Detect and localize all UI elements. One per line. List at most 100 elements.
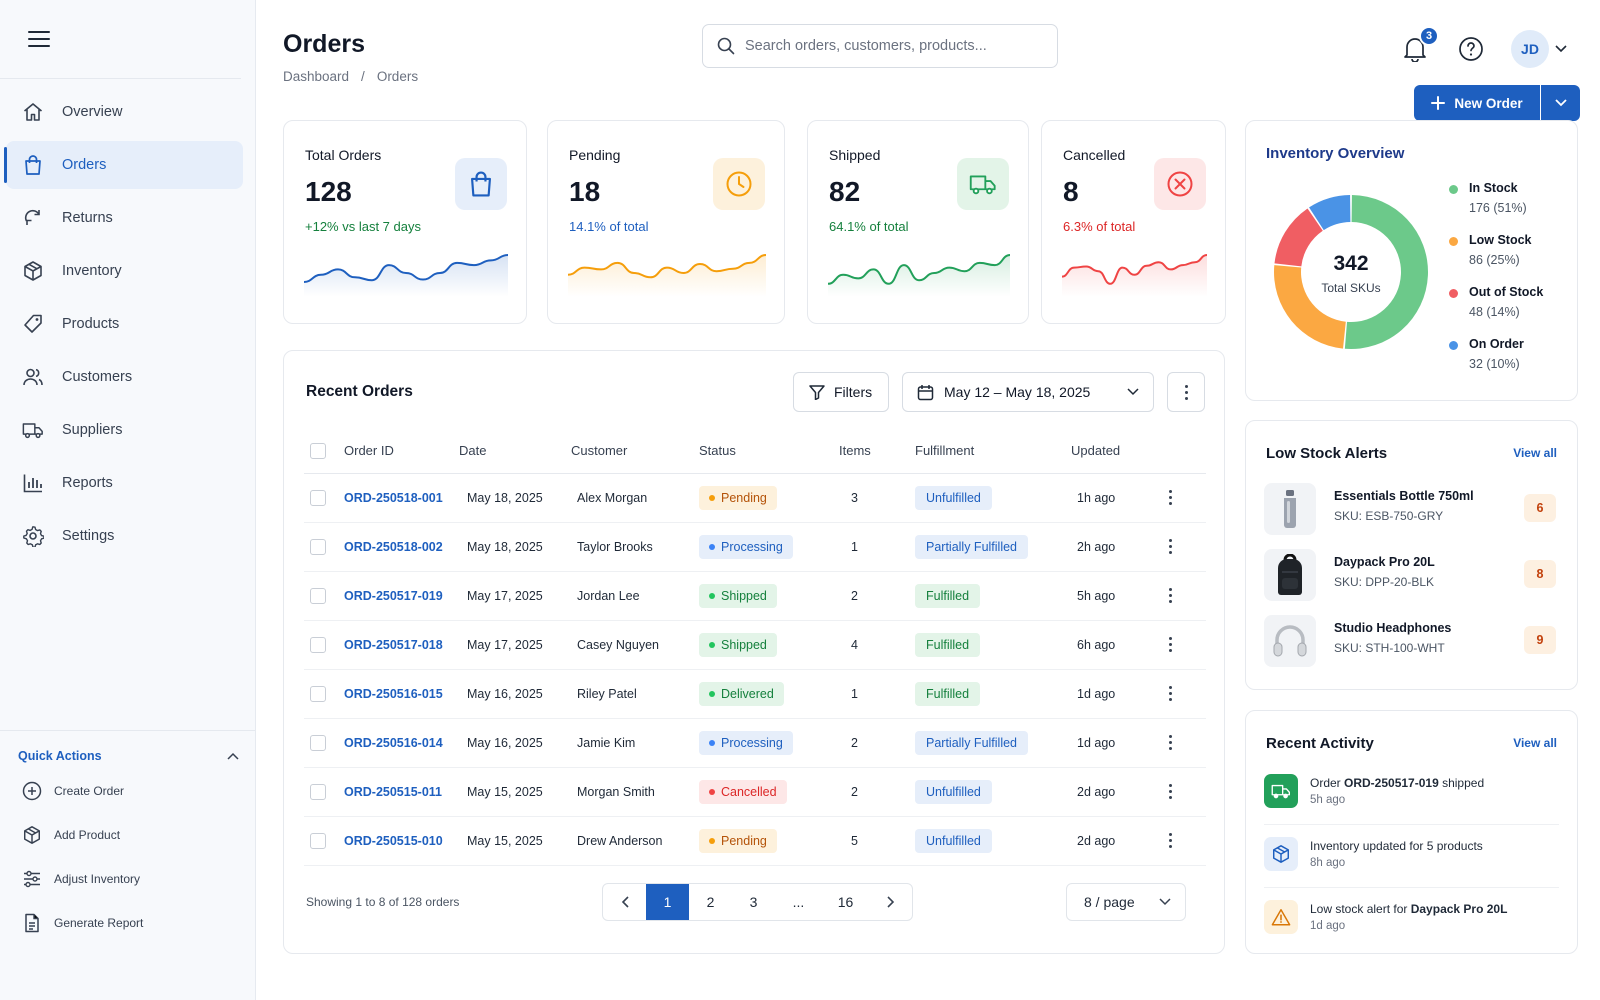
col-status[interactable]: Status bbox=[699, 429, 839, 474]
sidebar-item-overview[interactable]: Overview bbox=[6, 88, 243, 136]
row-checkbox[interactable] bbox=[310, 587, 326, 604]
avatar[interactable]: JD bbox=[1511, 30, 1549, 68]
row-select-cell bbox=[304, 767, 344, 817]
order-items: 1 bbox=[839, 669, 915, 719]
sparkline-line bbox=[828, 254, 1010, 285]
table-row[interactable]: ORD-250518-001 May 18, 2025 Alex Morgan … bbox=[304, 473, 1206, 523]
more-options-button[interactable] bbox=[1167, 372, 1205, 412]
sidebar-item-products[interactable]: Products bbox=[6, 300, 243, 348]
order-id-link[interactable]: ORD-250517-019 bbox=[344, 588, 443, 603]
row-checkbox[interactable] bbox=[310, 489, 326, 506]
order-updated: 2d ago bbox=[1071, 816, 1161, 866]
next-page-button[interactable] bbox=[869, 884, 912, 920]
order-id-link[interactable]: ORD-250516-014 bbox=[344, 735, 443, 750]
bell-icon[interactable] bbox=[1400, 34, 1430, 64]
prev-page-button[interactable] bbox=[603, 884, 646, 920]
stat-card-total-orders[interactable]: Total Orders 128 +12% vs last 7 days bbox=[283, 120, 527, 324]
legend-name: On Order bbox=[1469, 337, 1524, 351]
low-stock-item[interactable]: Studio Headphones SKU: STH-100-WHT 9 bbox=[1264, 615, 1556, 667]
page-16[interactable]: 16 bbox=[837, 894, 854, 910]
sidebar-item-reports[interactable]: Reports bbox=[6, 459, 243, 507]
row-actions-cell bbox=[1161, 522, 1206, 572]
search-input[interactable] bbox=[745, 38, 1035, 54]
help-icon[interactable] bbox=[1457, 35, 1485, 63]
low-stock-item[interactable]: Daypack Pro 20L SKU: DPP-20-BLK 8 bbox=[1264, 549, 1556, 601]
fulfillment-cell: Partially Fulfilled bbox=[915, 522, 1071, 572]
row-actions-icon[interactable] bbox=[1161, 588, 1179, 603]
sidebar-item-settings[interactable]: Settings bbox=[6, 512, 243, 560]
row-checkbox[interactable] bbox=[310, 636, 326, 653]
row-actions-icon[interactable] bbox=[1161, 490, 1179, 505]
donut-slice-on-order[interactable] bbox=[1309, 195, 1351, 231]
row-checkbox[interactable] bbox=[310, 734, 326, 751]
col-updated[interactable]: Updated bbox=[1071, 429, 1161, 474]
sidebar-item-orders[interactable]: Orders bbox=[4, 141, 243, 189]
quick-action-create-order[interactable]: Create Order bbox=[0, 769, 255, 813]
table-row[interactable]: ORD-250515-010 May 15, 2025 Drew Anderso… bbox=[304, 816, 1206, 866]
stat-card-cancelled[interactable]: Cancelled 8 6.3% of total bbox=[1041, 120, 1226, 324]
chevron-down-icon[interactable] bbox=[1554, 42, 1568, 56]
order-items: 1 bbox=[839, 522, 915, 572]
low-stock-item[interactable]: Essentials Bottle 750ml SKU: ESB-750-GRY… bbox=[1264, 483, 1556, 535]
table-row[interactable]: ORD-250516-014 May 16, 2025 Jamie Kim Pr… bbox=[304, 718, 1206, 768]
table-row[interactable]: ORD-250517-018 May 17, 2025 Casey Nguyen… bbox=[304, 620, 1206, 670]
new-order-button[interactable]: New Order bbox=[1414, 85, 1540, 121]
quick-action-add-product[interactable]: Add Product bbox=[0, 813, 255, 857]
order-id-link[interactable]: ORD-250515-010 bbox=[344, 833, 443, 848]
row-select-cell bbox=[304, 669, 344, 719]
quick-actions-header[interactable]: Quick Actions bbox=[0, 743, 255, 769]
order-id-link[interactable]: ORD-250518-002 bbox=[344, 539, 443, 554]
sidebar-item-customers[interactable]: Customers bbox=[6, 353, 243, 401]
order-id-link[interactable]: ORD-250515-011 bbox=[344, 784, 442, 799]
date-range-picker[interactable]: May 12 – May 18, 2025 bbox=[902, 372, 1154, 412]
page-2[interactable]: 2 bbox=[706, 894, 715, 910]
breadcrumb-dashboard[interactable]: Dashboard bbox=[283, 69, 350, 84]
order-id-link[interactable]: ORD-250516-015 bbox=[344, 686, 443, 701]
new-order-dropdown[interactable] bbox=[1541, 85, 1580, 121]
quick-action-generate-report[interactable]: Generate Report bbox=[0, 901, 255, 945]
col-customer[interactable]: Customer bbox=[571, 429, 699, 474]
low-stock-view-all[interactable]: View all bbox=[1513, 446, 1557, 460]
col-date[interactable]: Date bbox=[459, 429, 571, 474]
chevron-down-icon bbox=[1554, 99, 1567, 107]
table-row[interactable]: ORD-250517-019 May 17, 2025 Jordan Lee S… bbox=[304, 571, 1206, 621]
row-checkbox[interactable] bbox=[310, 783, 326, 800]
filters-button[interactable]: Filters bbox=[793, 372, 889, 412]
col-items[interactable]: Items bbox=[839, 429, 915, 474]
page-1[interactable]: 1 bbox=[646, 884, 689, 920]
row-actions-icon[interactable] bbox=[1161, 735, 1179, 750]
select-all-checkbox[interactable] bbox=[310, 442, 326, 459]
menu-icon[interactable] bbox=[26, 26, 52, 52]
row-actions-icon[interactable] bbox=[1161, 539, 1179, 554]
col-fulfillment[interactable]: Fulfillment bbox=[915, 429, 1071, 474]
row-actions-icon[interactable] bbox=[1161, 637, 1179, 652]
truck-icon bbox=[957, 158, 1009, 210]
stat-card-pending[interactable]: Pending 18 14.1% of total bbox=[547, 120, 785, 324]
sliders-icon bbox=[22, 869, 42, 889]
donut-slice-in-stock[interactable] bbox=[1344, 195, 1429, 349]
sidebar-item-inventory[interactable]: Inventory bbox=[6, 247, 243, 295]
status-cell: Shipped bbox=[699, 620, 839, 670]
row-checkbox[interactable] bbox=[310, 832, 326, 849]
sidebar-item-returns[interactable]: Returns bbox=[6, 194, 243, 242]
sidebar-item-suppliers[interactable]: Suppliers bbox=[6, 406, 243, 454]
donut-slice-out-of-stock[interactable] bbox=[1274, 208, 1323, 267]
table-row[interactable]: ORD-250518-002 May 18, 2025 Taylor Brook… bbox=[304, 522, 1206, 572]
quick-action-adjust-inventory[interactable]: Adjust Inventory bbox=[0, 857, 255, 901]
order-id-link[interactable]: ORD-250517-018 bbox=[344, 637, 443, 652]
donut-slice-low-stock[interactable] bbox=[1274, 265, 1346, 349]
row-actions-icon[interactable] bbox=[1161, 833, 1179, 848]
row-checkbox[interactable] bbox=[310, 685, 326, 702]
per-page-select[interactable]: 8 / page bbox=[1066, 883, 1186, 921]
table-row[interactable]: ORD-250515-011 May 15, 2025 Morgan Smith… bbox=[304, 767, 1206, 817]
table-row[interactable]: ORD-250516-015 May 16, 2025 Riley Patel … bbox=[304, 669, 1206, 719]
row-actions-icon[interactable] bbox=[1161, 686, 1179, 701]
order-date: May 16, 2025 bbox=[459, 669, 571, 719]
row-actions-icon[interactable] bbox=[1161, 784, 1179, 799]
page-3[interactable]: 3 bbox=[749, 894, 758, 910]
row-checkbox[interactable] bbox=[310, 538, 326, 555]
order-id-link[interactable]: ORD-250518-001 bbox=[344, 490, 443, 505]
stat-card-shipped[interactable]: Shipped 82 64.1% of total bbox=[807, 120, 1029, 324]
recent-activity-view-all[interactable]: View all bbox=[1513, 736, 1557, 750]
col-order-id[interactable]: Order ID bbox=[344, 429, 459, 474]
